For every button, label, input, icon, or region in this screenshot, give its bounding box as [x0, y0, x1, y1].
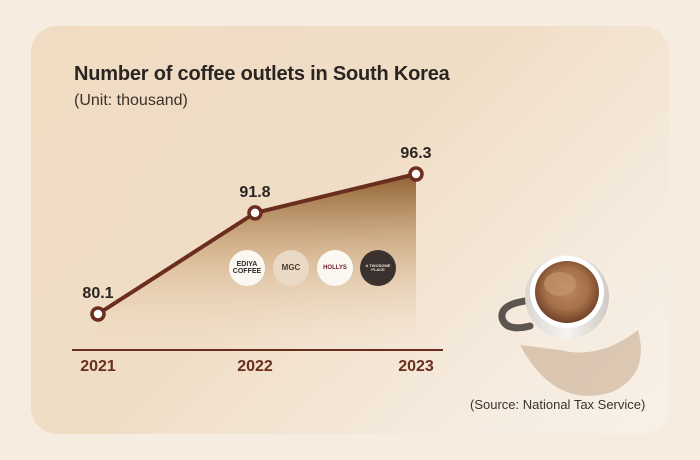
chart-title: Number of coffee outlets in South Korea — [74, 63, 450, 85]
mega-coffee-logo: MGC — [273, 250, 309, 286]
x-tick-label-2021: 2021 — [80, 358, 116, 375]
ediya-coffee-logo: EDIYA COFFEE — [229, 250, 265, 286]
data-label-2021: 80.1 — [82, 285, 113, 302]
x-tick-label-2023: 2023 — [398, 358, 434, 375]
hollys-logo: HOLLYS — [317, 250, 353, 286]
x-tick-label-2022: 2022 — [237, 358, 273, 375]
data-label-2022: 91.8 — [239, 184, 270, 201]
source-note: (Source: National Tax Service) — [470, 397, 646, 412]
chart-subtitle: (Unit: thousand) — [74, 92, 188, 109]
data-label-2023: 96.3 — [400, 145, 431, 162]
data-point-2021 — [90, 306, 106, 322]
a-twosome-place-logo: A TWOSOME PLACE — [360, 250, 396, 286]
data-point-2022 — [247, 205, 263, 221]
data-point-2023 — [408, 166, 424, 182]
